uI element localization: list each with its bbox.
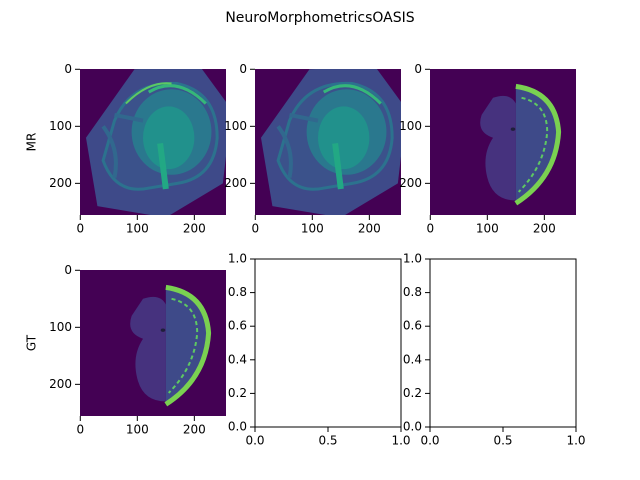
x-tick-label: 0 bbox=[76, 222, 84, 236]
y-tick-label: 0.2 bbox=[228, 386, 247, 400]
x-tick-label: 100 bbox=[301, 222, 324, 236]
cortex bbox=[514, 83, 562, 206]
y-tick-label: 0 bbox=[414, 62, 422, 76]
cortex-inner bbox=[517, 96, 549, 193]
axes: 0 100 200 0 100 200 bbox=[224, 62, 401, 236]
x-tick-label: 200 bbox=[358, 222, 381, 236]
cortex bbox=[164, 284, 212, 407]
x-tick-label: 200 bbox=[183, 222, 206, 236]
y-tick-label: 1.0 bbox=[403, 252, 422, 266]
image bbox=[80, 270, 226, 416]
y-tick-label: 0 bbox=[64, 263, 72, 277]
y-tick-label: 1.0 bbox=[228, 252, 247, 266]
axes: 0 100 200 0 100 200 GT bbox=[25, 263, 226, 437]
skull bbox=[125, 82, 172, 105]
y-tick-label: 0.8 bbox=[403, 285, 422, 299]
x-tick-label: 100 bbox=[126, 423, 149, 437]
axes: 0 100 200 0 100 200 bbox=[399, 62, 576, 236]
x-tick-label: 0 bbox=[251, 222, 259, 236]
cortex-inner bbox=[167, 297, 199, 394]
y-tick-label: 0.4 bbox=[403, 352, 422, 366]
y-tick-label: 0.6 bbox=[228, 319, 247, 333]
y-tick-label: 100 bbox=[224, 119, 247, 133]
axes: 0.0 0.5 1.0 0.0 0.2 0.4 0.6 0.8 1.0 bbox=[228, 252, 411, 448]
x-tick-label: 100 bbox=[476, 222, 499, 236]
y-tick-label: 0.0 bbox=[228, 420, 247, 434]
y-axis-label: GT bbox=[25, 334, 39, 351]
x-tick-label: 1.0 bbox=[391, 434, 410, 448]
x-tick-label: 200 bbox=[183, 423, 206, 437]
image bbox=[430, 69, 576, 215]
y-axis-label: MR bbox=[25, 133, 39, 152]
y-tick-label: 200 bbox=[224, 176, 247, 190]
y-tick-label: 0.6 bbox=[403, 319, 422, 333]
cortex-fill bbox=[165, 287, 209, 405]
ventricle bbox=[160, 328, 166, 332]
y-tick-label: 0 bbox=[64, 62, 72, 76]
x-tick-label: 200 bbox=[533, 222, 556, 236]
x-tick-label: 1.0 bbox=[566, 434, 585, 448]
axes: 0 100 200 0 100 200 MR bbox=[25, 62, 226, 236]
y-tick-label: 100 bbox=[49, 320, 72, 334]
y-tick-label: 200 bbox=[49, 377, 72, 391]
x-tick-label: 0 bbox=[426, 222, 434, 236]
hemisphere bbox=[130, 296, 166, 402]
brain-inner bbox=[318, 106, 370, 170]
brain-inner bbox=[143, 106, 195, 170]
x-tick-label: 100 bbox=[126, 222, 149, 236]
face bbox=[276, 112, 319, 179]
stem bbox=[332, 143, 344, 190]
ventricle bbox=[510, 127, 516, 131]
y-tick-label: 200 bbox=[49, 176, 72, 190]
y-tick-label: 0.0 bbox=[403, 420, 422, 434]
cerebellum bbox=[147, 84, 207, 105]
y-tick-label: 100 bbox=[49, 119, 72, 133]
image bbox=[80, 69, 226, 215]
cortex-fill bbox=[515, 86, 559, 204]
y-tick-label: 0.2 bbox=[403, 386, 422, 400]
x-tick-label: 0.0 bbox=[420, 434, 439, 448]
x-tick-label: 0.5 bbox=[493, 434, 512, 448]
stem bbox=[157, 143, 169, 190]
y-tick-label: 0.4 bbox=[228, 352, 247, 366]
x-tick-label: 0 bbox=[76, 423, 84, 437]
x-tick-label: 0.0 bbox=[245, 434, 264, 448]
image bbox=[255, 69, 401, 215]
axes: 0.0 0.5 1.0 0.0 0.2 0.4 0.6 0.8 1.0 bbox=[403, 252, 586, 448]
hemisphere bbox=[480, 95, 516, 201]
y-tick-label: 100 bbox=[399, 119, 422, 133]
figure-title: NeuroMorphometricsOASIS bbox=[225, 10, 414, 26]
y-tick-label: 0.8 bbox=[228, 285, 247, 299]
x-tick-label: 0.5 bbox=[318, 434, 337, 448]
y-tick-label: 0 bbox=[239, 62, 247, 76]
face bbox=[101, 112, 144, 179]
y-tick-label: 200 bbox=[399, 176, 422, 190]
cerebellum bbox=[322, 84, 382, 105]
